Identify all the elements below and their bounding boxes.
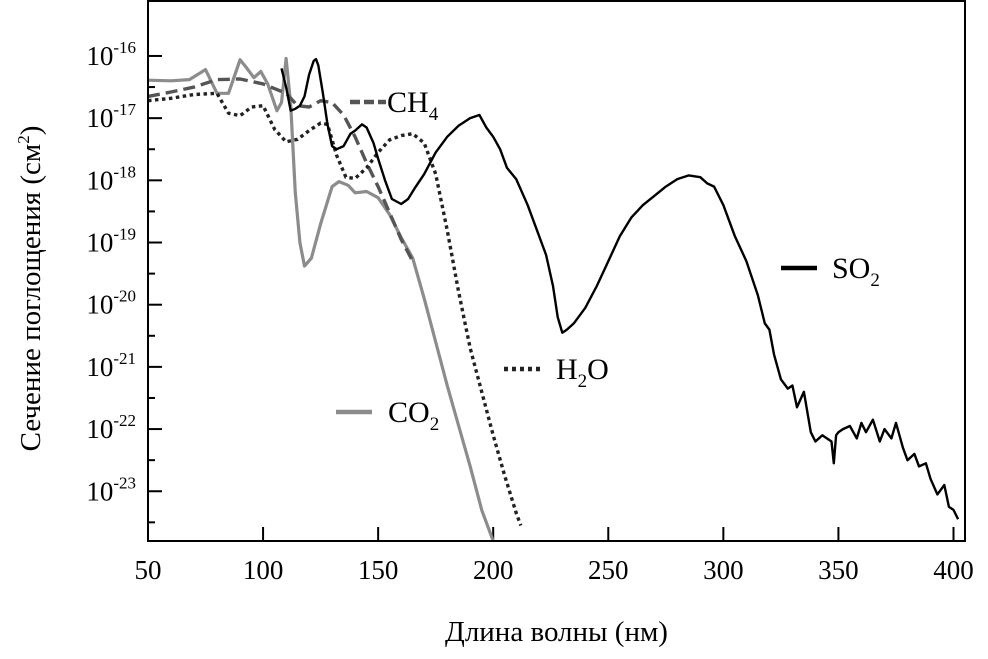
legend-label-1: CH4: [387, 86, 439, 125]
y-tick-exponent: -19: [113, 225, 136, 244]
x-tick-label: 250: [588, 555, 629, 585]
y-tick-exponent: -21: [113, 349, 136, 368]
legend-label-sub: 4: [429, 104, 439, 125]
legend-label-2: H2O: [556, 353, 609, 392]
y-tick-base: 10: [86, 290, 113, 320]
series-group: [147, 56, 960, 542]
x-tick-label: 350: [818, 555, 859, 585]
legend-label-main: H: [556, 353, 578, 386]
y-tick-base: 10: [86, 103, 113, 133]
series-line-0: [147, 56, 495, 542]
x-tick-label: 300: [703, 555, 744, 585]
legend-label-main: CO: [388, 396, 430, 429]
y-axis-title: Сечение поглощения (см2): [14, 126, 47, 452]
y-tick-base: 10: [86, 41, 113, 71]
x-tick-label: 150: [358, 555, 399, 585]
y-axis-title-end: ): [15, 126, 47, 136]
x-tick-group: 50 100 150 200 250 300 350 400: [135, 527, 974, 585]
y-tick-label: 10-20: [86, 287, 136, 320]
x-tick-label: 100: [243, 555, 284, 585]
y-axis-title-sup: 2: [14, 135, 33, 144]
y-tick-label: 10-23: [86, 473, 136, 506]
series-line-1: [147, 77, 415, 262]
x-tick-label: 50: [135, 555, 162, 585]
legend-label-3: SO2: [832, 252, 880, 291]
y-tick-exponent: -23: [113, 473, 136, 492]
legend-label-sub: 2: [430, 414, 440, 435]
y-tick-label: 10-18: [86, 162, 136, 195]
legend-label-0: CO2: [388, 396, 439, 435]
legend-label-main: SO: [832, 252, 870, 285]
y-tick-label: 10-22: [86, 411, 136, 444]
plot-frame: [147, 0, 966, 542]
y-tick-label: 10-19: [86, 225, 136, 258]
y-tick-base: 10: [86, 228, 113, 258]
y-tick-exponent: -22: [113, 411, 136, 430]
y-tick-label: 10-16: [86, 38, 136, 71]
y-tick-label: 10-17: [86, 100, 136, 133]
legend-label-end: O: [587, 353, 609, 386]
x-tick-label: 200: [473, 555, 514, 585]
y-tick-exponent: -20: [113, 287, 136, 306]
y-tick-exponent: -17: [113, 100, 136, 119]
y-tick-base: 10: [86, 165, 113, 195]
y-tick-base: 10: [86, 476, 113, 506]
y-axis-title-main: Сечение поглощения (см: [15, 144, 47, 452]
y-tick-exponent: -18: [113, 162, 136, 181]
y-tick-base: 10: [86, 352, 113, 382]
y-tick-label: 10-21: [86, 349, 136, 382]
y-tick-exponent: -16: [113, 38, 136, 57]
x-tick-label: 400: [933, 555, 974, 585]
y-tick-base: 10: [86, 414, 113, 444]
series-line-2: [147, 91, 523, 527]
legend-label-sub: 2: [578, 371, 588, 392]
series-line-3: [280, 57, 960, 520]
legend-label-sub: 2: [870, 270, 880, 291]
x-axis-title: Длина волны (нм): [445, 616, 668, 648]
legend-label-main: CH: [387, 86, 429, 119]
